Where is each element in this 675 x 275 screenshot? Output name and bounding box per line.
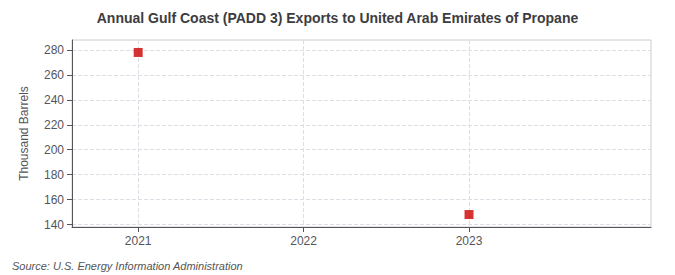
svg-text:260: 260 — [44, 68, 64, 82]
svg-text:2022: 2022 — [290, 234, 317, 248]
svg-text:180: 180 — [44, 168, 64, 182]
svg-text:140: 140 — [44, 218, 64, 232]
svg-text:2021: 2021 — [125, 234, 152, 248]
svg-text:280: 280 — [44, 43, 64, 57]
svg-text:220: 220 — [44, 118, 64, 132]
svg-text:Annual Gulf Coast (PADD 3) Exp: Annual Gulf Coast (PADD 3) Exports to Un… — [97, 10, 579, 26]
svg-text:2023: 2023 — [456, 234, 483, 248]
svg-text:Thousand Barrels: Thousand Barrels — [17, 86, 31, 181]
svg-text:240: 240 — [44, 93, 64, 107]
svg-text:160: 160 — [44, 193, 64, 207]
svg-text:200: 200 — [44, 143, 64, 157]
svg-text:Source: U.S. Energy Informatio: Source: U.S. Energy Information Administ… — [12, 260, 243, 272]
